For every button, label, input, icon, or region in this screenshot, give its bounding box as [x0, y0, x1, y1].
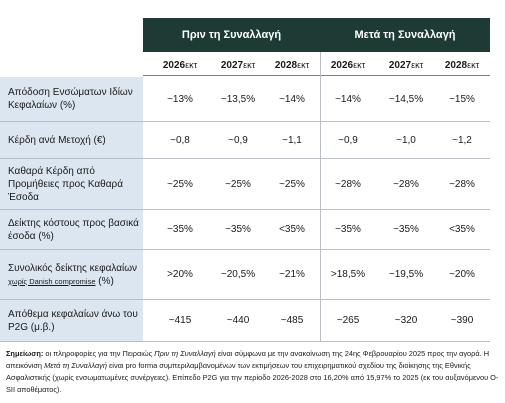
cell-value: ~28%	[335, 178, 361, 190]
cell-value: ~485	[280, 315, 304, 326]
year-header: 2027εκτ	[378, 56, 434, 74]
table-row: Κέρδη ανά Μετοχή (€) ~0,8 ~0,9 ~1,1 ~0,9 ~1,0…	[0, 122, 490, 159]
note-text: Πριν τη Συναλλαγή	[154, 349, 216, 358]
year-suffix: εκτ	[467, 60, 480, 70]
cell-value: ~15%	[449, 93, 475, 105]
year: 2026	[330, 60, 354, 71]
cell-value: ~20%	[449, 269, 475, 280]
note-text: Μετά τη Συναλλαγή	[44, 361, 107, 370]
group-separator	[320, 52, 321, 342]
table-row: Δείκτης κόστους προς βασικά έσοδα (%) ~35…	[0, 210, 490, 250]
cell-value: ~265	[336, 315, 360, 326]
label-text: Δείκτης κόστους προς βασικά έσοδα (%)	[8, 217, 139, 242]
cell-value: ~20,5%	[220, 269, 256, 280]
year: 2026	[162, 60, 186, 71]
year-header: 2026εκτ	[320, 56, 376, 74]
year-header: 2027εκτ	[210, 56, 266, 74]
year: 2028	[274, 60, 298, 71]
cell-value: ~25%	[225, 178, 251, 190]
label-text: Απόθεμα κεφαλαίων άνω του P2G (μ.β.)	[8, 308, 138, 333]
cell-value: ~28%	[393, 178, 419, 190]
cell-value: ~14%	[279, 93, 305, 105]
row-label: Καθαρά Κέρδη από Προμήθειες προς Καθαρά …	[0, 159, 143, 209]
label-note: χωρίς Danish compromise	[8, 276, 96, 286]
year-suffix: εκτ	[185, 60, 198, 70]
cell-value: ~28%	[449, 178, 475, 190]
year-suffix: εκτ	[353, 60, 366, 70]
year: 2027	[220, 60, 244, 71]
cell-value: ~0,9	[338, 134, 358, 146]
label-text: Απόδοση Ενσώματων Ιδίων Κεφαλαίων (%)	[8, 87, 133, 111]
cell-value: ~1,2	[452, 134, 472, 146]
header-rule	[143, 75, 490, 76]
note-label: Σημείωση:	[6, 349, 44, 358]
cell-value: ~35%	[167, 224, 193, 235]
year-suffix: εκτ	[411, 60, 424, 70]
year: 2028	[444, 60, 468, 71]
cell-value: ~13,5%	[220, 93, 256, 105]
cell-value: <35%	[279, 224, 305, 235]
cell-value: ~25%	[279, 178, 305, 190]
label-line: χωρίς Danish compromise (%)	[8, 275, 143, 288]
cell-value: ~0,8	[170, 134, 190, 146]
cell-value: ~21%	[279, 269, 305, 280]
cell-value: ~440	[226, 315, 250, 326]
cell-value: ~13%	[167, 93, 193, 105]
cell-value: ~35%	[335, 224, 361, 235]
cell-value: ~35%	[393, 224, 419, 235]
cell-value: ~415	[168, 315, 192, 326]
table-row: Συνολικός δείκτης κεφαλαίων χωρίς Danish …	[0, 250, 490, 300]
row-label: Συνολικός δείκτης κεφαλαίων χωρίς Danish …	[0, 250, 143, 299]
row-label: Απόδοση Ενσώματων Ιδίων Κεφαλαίων (%)	[0, 77, 143, 121]
cell-value: ~390	[450, 315, 474, 326]
note-text: είναι σύμφωνα με την ανακοίνωση της 24ης…	[6, 349, 490, 370]
row-label: Κέρδη ανά Μετοχή (€)	[0, 122, 143, 158]
label-suffix: (%)	[98, 275, 114, 287]
cell-value: ~1,1	[282, 134, 302, 146]
year-header: 2026εκτ	[152, 56, 208, 74]
year: 2027	[388, 60, 412, 71]
header-band	[143, 18, 490, 52]
year-suffix: εκτ	[297, 60, 310, 70]
group-header: Μετά τη Συναλλαγή	[354, 29, 456, 41]
note-text: οι πληροφορίες για την Πειραιώς	[45, 349, 153, 358]
year-suffix: εκτ	[243, 60, 256, 70]
year-header: 2028εκτ	[264, 56, 320, 74]
table-row: Απόδοση Ενσώματων Ιδίων Κεφαλαίων (%) ~13…	[0, 77, 490, 122]
label-text: Καθαρά Κέρδη από Προμήθειες προς Καθαρά …	[8, 165, 123, 203]
year-header: 2028εκτ	[434, 56, 490, 74]
cell-value: ~14%	[335, 93, 361, 105]
row-label: Δείκτης κόστους προς βασικά έσοδα (%)	[0, 210, 143, 249]
cell-value: ~0,9	[228, 134, 248, 146]
row-label: Απόθεμα κεφαλαίων άνω του P2G (μ.β.)	[0, 300, 143, 341]
cell-value: ~25%	[167, 178, 193, 190]
table-row: Καθαρά Κέρδη από Προμήθειες προς Καθαρά …	[0, 159, 490, 210]
cell-value: >20%	[167, 269, 193, 280]
label-text: Κέρδη ανά Μετοχή (€)	[8, 134, 106, 146]
note-text: είναι pro forma συμπεριλαμβανομένων των …	[6, 361, 499, 394]
cell-value: ~19,5%	[388, 269, 424, 280]
label-text: Συνολικός δείκτης κεφαλαίων	[8, 262, 138, 274]
footnote: Σημείωση: οι πληροφορίες για την Πειραιώ…	[6, 348, 500, 396]
cell-value: ~35%	[225, 224, 251, 235]
cell-value: ~320	[394, 315, 418, 326]
cell-value: ~1,0	[396, 134, 416, 146]
group-header: Πριν τη Συναλλαγή	[181, 29, 282, 41]
cell-value: >18,5%	[330, 269, 366, 280]
cell-value: <35%	[449, 224, 475, 235]
cell-value: ~14,5%	[388, 93, 424, 105]
table-row: Απόθεμα κεφαλαίων άνω του P2G (μ.β.) ~415…	[0, 300, 490, 342]
